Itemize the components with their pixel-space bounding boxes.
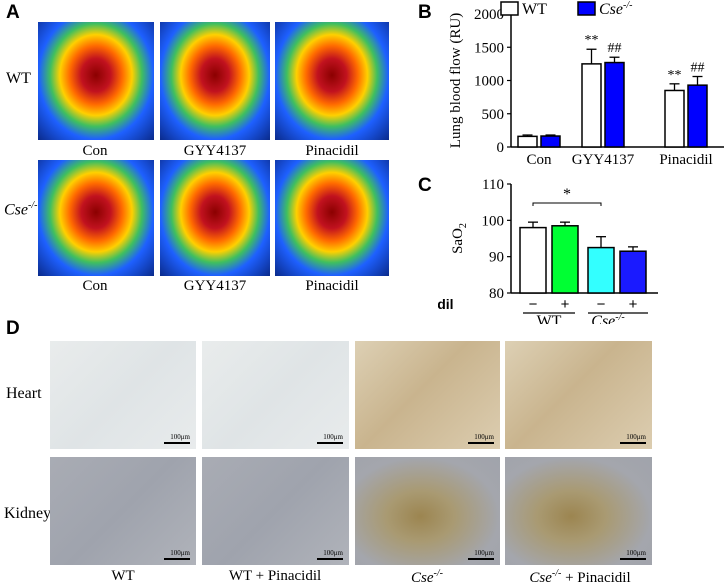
b-bar: [581, 63, 602, 148]
bottom-label-wt: WT: [111, 568, 135, 584]
c-group-wt: WT: [537, 313, 562, 324]
histo-heart-wt-pin: 100μm: [202, 341, 349, 449]
b-ytick-label: 1000: [474, 74, 504, 90]
b-ytick-label: 1500: [474, 40, 504, 56]
bottom-label-wt-pin: WT + Pinacidil: [228, 568, 322, 584]
b-bar: [540, 135, 561, 148]
chart-c: 80 90 100 110 SaO2 − + − + * Pinacidil WT Cse-/-: [438, 177, 658, 324]
b-bar: [604, 61, 625, 148]
b-bar: [664, 89, 685, 148]
c-sig-star: *: [563, 186, 571, 203]
b-bar: [517, 135, 538, 148]
histo-kidney-cse: 100μm: [355, 457, 500, 565]
b-ytick-label: 500: [482, 107, 505, 123]
b-ytick-label: 2000: [474, 7, 504, 23]
laser-image-cse-pin: [275, 160, 389, 276]
panel-c-letter: C: [418, 175, 432, 196]
laser-image-cse-con: [38, 160, 154, 276]
histo-heart-cse-pin: 100μm: [505, 341, 652, 449]
row-label-cse: Cse-/-: [4, 200, 38, 219]
b-legend-label-cse: Cse-/-: [599, 0, 632, 18]
row-label-heart: Heart: [6, 385, 42, 402]
b-category-label: Pinacidil: [659, 152, 712, 168]
caption-con-1: Con: [82, 143, 108, 159]
c-ytick-label: 110: [482, 177, 504, 193]
b-annotation: ##: [608, 41, 622, 56]
panel-a-letter: A: [6, 2, 20, 23]
laser-image-wt-con: [38, 22, 154, 140]
bottom-label-cse: Cse-/-: [411, 568, 443, 586]
caption-pin-1: Pinacidil: [305, 143, 359, 159]
panel-b-letter: B: [418, 2, 432, 23]
b-category-label: GYY4137: [572, 152, 635, 168]
panel-d-letter: D: [6, 318, 20, 339]
c-bar: [587, 246, 615, 294]
histo-kidney-cse-pin: 100μm: [505, 457, 652, 565]
b-ytick-label: 0: [497, 140, 505, 156]
c-ytick-label: 100: [482, 213, 505, 229]
c-bar: [551, 225, 579, 294]
b-legend-swatch-cse: [577, 1, 596, 16]
caption-con-2: Con: [82, 278, 108, 294]
c-group-sup: -/-: [615, 312, 624, 323]
laser-image-cse-gyy: [160, 160, 270, 276]
c-sign: +: [629, 296, 638, 313]
caption-gyy-1: GYY4137: [183, 143, 247, 159]
row-label-kidney: Kidney: [4, 505, 52, 522]
b-legend-label-wt: WT: [522, 1, 547, 18]
c-ytick-label: 80: [489, 286, 504, 302]
histo-kidney-wt-pin: 100μm: [202, 457, 349, 565]
b-category-label: Con: [526, 152, 552, 168]
b-bar: [687, 84, 708, 148]
c-ylabel-sub: 2: [458, 223, 469, 228]
c-ytick-label: 90: [489, 250, 504, 266]
c-bar: [519, 226, 547, 294]
b-annotation: **: [668, 68, 682, 83]
bottom-label-cse-pin: Cse-/- + Pinacidil: [529, 568, 631, 586]
b-annotation: ##: [691, 61, 705, 76]
c-sign: +: [561, 296, 570, 313]
c-sign: −: [597, 296, 606, 313]
c-group-cse: Cse-/-: [591, 312, 624, 324]
c-pinacidil-label: Pinacidil: [438, 296, 454, 312]
b-legend-swatch-wt: [500, 1, 519, 16]
c-sign: −: [529, 296, 538, 313]
histo-kidney-wt: 100μm: [50, 457, 196, 565]
caption-gyy-2: GYY4137: [183, 278, 247, 294]
c-sig-bracket: [532, 202, 602, 206]
c-ylabel: SaO2: [450, 223, 469, 254]
b-ylabel: Lung blood flow (RU): [448, 13, 464, 148]
chart-b: 0 500 1000 1500 2000 Lung blood flow (RU) Con *…: [448, 0, 724, 168]
histo-heart-cse: 100μm: [355, 341, 500, 449]
laser-image-wt-gyy: [160, 22, 270, 140]
laser-image-wt-pin: [275, 22, 389, 140]
b-legend-sup: -/-: [623, 0, 632, 11]
b-annotation: **: [585, 33, 599, 48]
histo-heart-wt: 100μm: [50, 341, 196, 449]
caption-pin-2: Pinacidil: [305, 278, 359, 294]
row-label-wt: WT: [6, 70, 31, 87]
c-bar: [619, 250, 647, 294]
